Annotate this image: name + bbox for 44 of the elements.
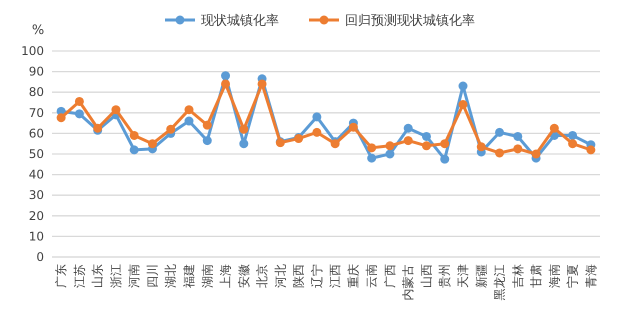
x-tick-label: 辽宁 bbox=[310, 264, 324, 288]
x-tick-label: 广西 bbox=[382, 264, 397, 288]
x-tick-label: 河北 bbox=[273, 264, 288, 288]
x-tick-label: 四川 bbox=[145, 264, 160, 288]
y-tick-label: 0 bbox=[36, 250, 44, 264]
x-tick-label: 江苏 bbox=[72, 264, 86, 288]
y-tick-label: 100 bbox=[21, 44, 44, 58]
x-tick-label: 重庆 bbox=[346, 264, 360, 288]
y-tick-label: 50 bbox=[28, 147, 44, 161]
x-tick-label: 海南 bbox=[547, 264, 562, 288]
x-tick-label: 黑龙江 bbox=[492, 264, 507, 300]
x-tick-label: 江西 bbox=[328, 264, 342, 288]
y-tick-label: 90 bbox=[28, 64, 44, 79]
x-tick-label: 山东 bbox=[90, 264, 105, 288]
legend-label: 现状城镇化率 bbox=[201, 12, 279, 28]
y-tick-label: 70 bbox=[28, 106, 44, 120]
x-tick-label: 湖北 bbox=[164, 264, 178, 288]
x-tick-label: 甘肃 bbox=[529, 264, 544, 288]
x-tick-label: 湖南 bbox=[200, 264, 214, 288]
y-tick-label: 10 bbox=[28, 229, 44, 244]
legend-label: 回归预测现状城镇化率 bbox=[345, 12, 475, 28]
x-tick-label: 宁夏 bbox=[566, 264, 580, 288]
x-tick-label: 广东 bbox=[54, 264, 68, 288]
x-tick-label: 陕西 bbox=[292, 264, 306, 288]
y-tick-label: 80 bbox=[28, 85, 44, 100]
x-tick-label: 安徽 bbox=[236, 264, 251, 288]
x-tick-label: 云南 bbox=[364, 264, 379, 288]
y-tick-label: 30 bbox=[28, 188, 44, 202]
x-tick-label: 河南 bbox=[127, 264, 142, 288]
x-tick-label: 新疆 bbox=[474, 264, 488, 288]
x-tick-label: 吉林 bbox=[510, 264, 525, 288]
x-tick-label: 青海 bbox=[584, 264, 598, 288]
y-axis-title: % bbox=[32, 23, 44, 38]
y-tick-label: 40 bbox=[28, 168, 44, 182]
x-tick-label: 天津 bbox=[456, 264, 470, 288]
x-tick-label: 贵州 bbox=[438, 264, 452, 288]
y-tick-label: 60 bbox=[28, 126, 44, 140]
x-tick-label: 北京 bbox=[255, 264, 270, 288]
x-tick-label: 福建 bbox=[182, 264, 196, 288]
y-tick-label: 20 bbox=[28, 208, 44, 223]
x-tick-label: 内蒙古 bbox=[401, 264, 416, 300]
x-tick-label: 浙江 bbox=[108, 264, 123, 288]
x-tick-label: 上海 bbox=[218, 264, 233, 288]
x-tick-label: 山西 bbox=[419, 264, 434, 288]
